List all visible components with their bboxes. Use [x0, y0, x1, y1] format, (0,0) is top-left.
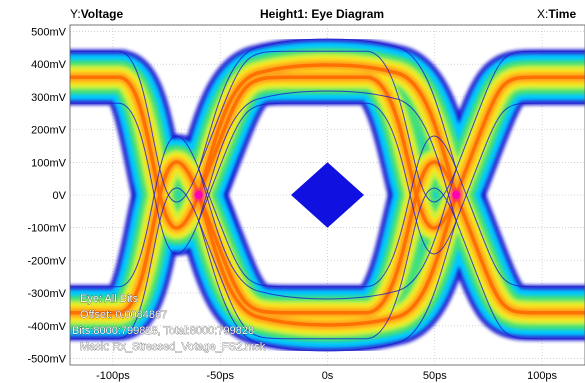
y-tick-label: 100mV — [31, 157, 67, 169]
outline-trace — [198, 187, 457, 340]
y-tick-label: 0V — [53, 190, 67, 202]
annotation-line: Bits:8000:799828, Total:8000:799828 — [72, 325, 254, 337]
annotations: Eye: All Bits Offset: 0.0084867 Bits:8000:… — [72, 293, 266, 354]
x-axis-prefix: X: — [537, 7, 549, 21]
x-ticks: -100ps -50ps 0s 50ps 100ps — [96, 370, 557, 382]
y-axis-header: Y:Voltage — [70, 7, 123, 21]
outline-trace — [70, 50, 200, 203]
chart-title: Height1: Eye Diagram — [260, 7, 384, 21]
plot-frame — [69, 24, 585, 366]
mask-region — [291, 162, 364, 228]
eye-trace — [197, 75, 458, 230]
x-tick-label: 0s — [322, 370, 334, 382]
eye-trace — [454, 75, 585, 197]
outline-trace — [455, 168, 585, 288]
eye-trace — [197, 193, 458, 327]
y-tick-label: 400mV — [31, 59, 67, 71]
y-tick-label: 500mV — [31, 27, 67, 39]
density-band-6 — [70, 63, 585, 327]
crossing-point — [452, 191, 461, 199]
y-tick-label: -500mV — [27, 353, 66, 365]
x-tick-label: 50ps — [423, 370, 447, 382]
annotation-line: Mask: Rx_Stressed_Votage_FS2.msk — [80, 341, 266, 353]
x-tick-label: -50ps — [206, 370, 234, 382]
eye-trace — [197, 160, 458, 315]
annotation-line: Offset: 0.0084867 — [80, 309, 167, 321]
outline-trace — [455, 50, 585, 170]
eye-trace — [197, 63, 458, 197]
outline-trace — [70, 102, 200, 255]
annotation-line: Eye: All Bits — [80, 293, 139, 305]
outline-trace — [198, 220, 457, 352]
outline-trace — [455, 220, 585, 340]
x-tick-label: -100ps — [96, 370, 130, 382]
eye-trace — [454, 193, 585, 315]
y-tick-label: -400mV — [27, 321, 66, 333]
outline-trace — [455, 102, 585, 222]
eye-trace — [70, 160, 201, 315]
crossing-point — [194, 191, 203, 199]
eye-trace — [70, 75, 201, 230]
outline-trace — [70, 135, 200, 288]
outline-trace — [198, 90, 457, 222]
y-tick-label: 300mV — [31, 92, 67, 104]
x-axis-header: X:Time — [537, 7, 576, 21]
chart-title-text: Height1: Eye Diagram — [260, 7, 385, 21]
y-tick-label: -300mV — [27, 288, 66, 300]
eye-traces — [70, 37, 585, 353]
outline-trace — [198, 168, 457, 300]
outline-trace — [198, 50, 457, 203]
x-tick-label: 100ps — [527, 370, 557, 382]
y-tick-label: 200mV — [31, 125, 67, 137]
outline-trace — [70, 187, 200, 340]
y-ticks: 500mV 400mV 300mV 200mV 100mV 0V -100mV -200mV -… — [27, 27, 66, 366]
y-axis-title: Voltage — [80, 7, 124, 21]
crossing-points — [191, 188, 464, 202]
y-tick-label: -200mV — [27, 255, 66, 267]
outline-traces — [70, 38, 585, 352]
x-axis-title: Time — [548, 7, 577, 21]
mask-diamond — [291, 162, 364, 228]
outline-trace — [198, 102, 457, 255]
y-axis-prefix: Y: — [70, 7, 81, 21]
outline-trace — [198, 38, 457, 170]
y-tick-label: -100mV — [27, 223, 66, 235]
outline-trace — [198, 135, 457, 288]
